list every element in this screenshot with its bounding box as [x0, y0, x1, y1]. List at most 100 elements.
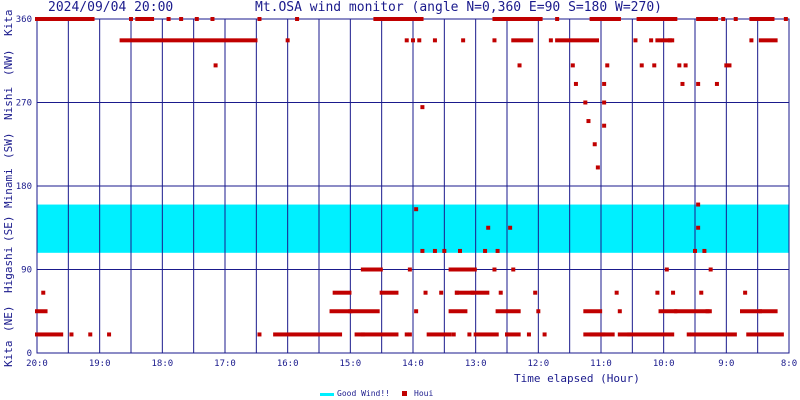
wind-point	[602, 81, 607, 86]
wind-point	[652, 63, 657, 68]
wind-point	[442, 248, 447, 253]
wind-point	[749, 38, 754, 43]
wind-point	[508, 225, 513, 230]
wind-point	[667, 38, 672, 43]
wind-point	[451, 332, 456, 337]
y-tick-label: 90	[21, 266, 32, 276]
wind-point	[505, 332, 509, 337]
wind-point-run	[555, 38, 599, 43]
wind-point	[686, 332, 691, 337]
x-tick-label: 11:0	[590, 359, 612, 369]
wind-point	[404, 332, 409, 337]
x-tick-label: 19:0	[89, 359, 111, 369]
wind-point	[285, 38, 290, 43]
x-tick-label: 18:0	[151, 359, 173, 369]
wind-point	[642, 17, 647, 21]
wind-point	[699, 290, 704, 295]
wind-point-run	[749, 17, 775, 21]
wind-point-run	[448, 309, 468, 314]
wind-point	[179, 17, 184, 21]
wind-point	[492, 38, 497, 43]
wind-point	[614, 290, 619, 295]
wind-point-run	[495, 309, 521, 314]
wind-point	[677, 63, 682, 68]
wind-point-run	[119, 38, 258, 43]
wind-point	[542, 332, 547, 337]
wind-point	[768, 17, 773, 21]
wind-point	[414, 309, 419, 314]
wind-point	[166, 17, 171, 21]
wind-point	[693, 248, 697, 253]
x-tick-label: 16:0	[277, 359, 299, 369]
wind-point	[696, 225, 701, 230]
wind-point	[733, 17, 738, 21]
wind-point	[467, 332, 472, 337]
wind-point	[492, 267, 497, 272]
y-tick-label: 270	[16, 99, 32, 109]
wind-point	[417, 38, 422, 43]
wind-point	[129, 17, 133, 21]
wind-point-run	[674, 309, 712, 314]
wind-point	[655, 290, 660, 295]
wind-point	[705, 309, 710, 314]
x-tick-label: 17:0	[214, 359, 236, 369]
wind-point	[573, 81, 578, 86]
x-tick-label: 15:0	[339, 359, 361, 369]
y-tick-label: 180	[16, 182, 32, 192]
x-tick-label: 9:0	[718, 359, 734, 369]
wind-point	[536, 309, 541, 314]
wind-point	[664, 267, 669, 272]
wind-point-run	[758, 38, 778, 43]
wind-point	[592, 142, 597, 147]
x-tick-label: 20:0	[26, 359, 48, 369]
wind-point	[404, 38, 409, 43]
wind-point	[533, 290, 538, 295]
wind-direction-points	[35, 17, 788, 337]
wind-point	[526, 332, 531, 337]
wind-point	[420, 248, 425, 253]
wind-point-run	[426, 332, 452, 337]
wind-point	[639, 63, 644, 68]
wind-point-run	[655, 38, 675, 43]
legend-good-wind-label: Good Wind!!	[337, 389, 390, 398]
wind-point	[724, 63, 729, 68]
wind-point-run	[505, 332, 521, 337]
wind-point	[602, 123, 607, 128]
header-datetime: 2024/09/04 20:00	[48, 0, 174, 15]
wind-point	[454, 290, 459, 295]
wind-point	[407, 332, 412, 337]
wind-point	[69, 332, 74, 337]
wind-point-run	[360, 267, 383, 272]
wind-point	[486, 225, 491, 230]
wind-point	[257, 332, 262, 337]
wind-point-run	[740, 309, 762, 314]
wind-point	[498, 290, 503, 295]
wind-point	[88, 332, 93, 337]
wind-point-run	[379, 290, 399, 295]
y-direction-label: Kita	[2, 9, 15, 36]
wind-point	[696, 81, 701, 86]
wind-point-run	[746, 332, 784, 337]
y-direction-label: (NW)	[2, 49, 15, 76]
wind-point-run	[589, 332, 606, 337]
wind-point-run	[589, 17, 621, 21]
wind-point	[411, 38, 415, 43]
wind-point-run	[35, 309, 48, 314]
wind-point	[432, 38, 437, 43]
wind-point-run	[583, 309, 603, 314]
x-tick-label: 14:0	[402, 359, 424, 369]
wind-point	[423, 290, 428, 295]
wind-point	[511, 267, 516, 272]
wind-point	[595, 165, 600, 170]
wind-point	[407, 267, 412, 272]
x-tick-label: 13:0	[465, 359, 487, 369]
wind-point	[605, 63, 610, 68]
x-tick-label: 12:0	[527, 359, 549, 369]
wind-point	[649, 38, 654, 43]
y-direction-label: (SW)	[2, 132, 15, 159]
legend-good-wind-swatch	[320, 393, 334, 396]
wind-point	[633, 38, 638, 43]
wind-point	[395, 17, 400, 21]
x-axis-label: Time elapsed (Hour)	[514, 372, 640, 385]
